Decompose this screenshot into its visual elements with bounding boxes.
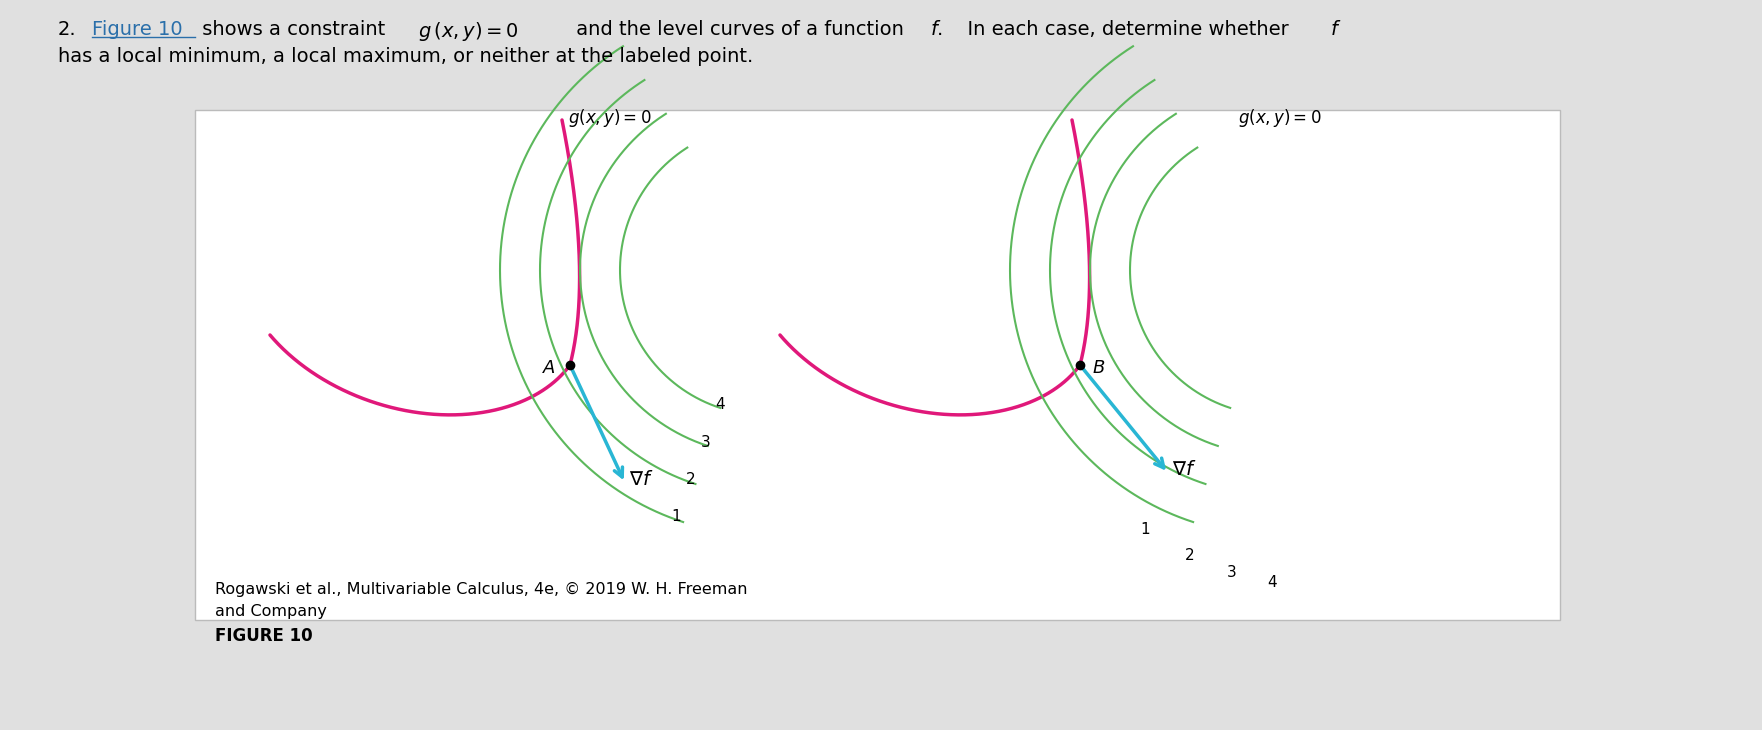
Text: Figure 10: Figure 10 (92, 20, 183, 39)
Text: 2: 2 (1186, 548, 1195, 563)
Text: $\nabla f$: $\nabla f$ (1172, 460, 1196, 479)
Text: $A$: $A$ (543, 359, 557, 377)
Text: shows a constraint: shows a constraint (196, 20, 391, 39)
Text: $g(x, y) = 0$: $g(x, y) = 0$ (1239, 107, 1322, 129)
Text: 1: 1 (1140, 522, 1151, 537)
Text: 4: 4 (1267, 575, 1277, 590)
Text: 2.: 2. (58, 20, 76, 39)
Text: $g(x, y) = 0$: $g(x, y) = 0$ (567, 107, 652, 129)
Text: 2: 2 (685, 472, 696, 487)
Text: 4: 4 (715, 397, 726, 412)
FancyBboxPatch shape (196, 110, 1559, 620)
Text: and Company: and Company (215, 604, 328, 619)
Text: and the level curves of a function: and the level curves of a function (569, 20, 911, 39)
Text: $\nabla f$: $\nabla f$ (629, 470, 654, 489)
Text: 3: 3 (701, 434, 710, 450)
Text: Rogawski et al., Multivariable Calculus, 4e, © 2019 W. H. Freeman: Rogawski et al., Multivariable Calculus,… (215, 582, 747, 597)
Text: $g\,(x, y) = 0$: $g\,(x, y) = 0$ (418, 20, 518, 43)
Text: FIGURE 10: FIGURE 10 (215, 627, 312, 645)
Text: In each case, determine whether: In each case, determine whether (955, 20, 1295, 39)
Text: $f$: $f$ (1330, 20, 1341, 39)
Text: 1: 1 (671, 509, 682, 524)
Text: has a local minimum, a local maximum, or neither at the labeled point.: has a local minimum, a local maximum, or… (58, 47, 752, 66)
Text: $B$: $B$ (1092, 359, 1105, 377)
Text: $f.$: $f.$ (930, 20, 943, 39)
Text: 3: 3 (1226, 565, 1237, 580)
